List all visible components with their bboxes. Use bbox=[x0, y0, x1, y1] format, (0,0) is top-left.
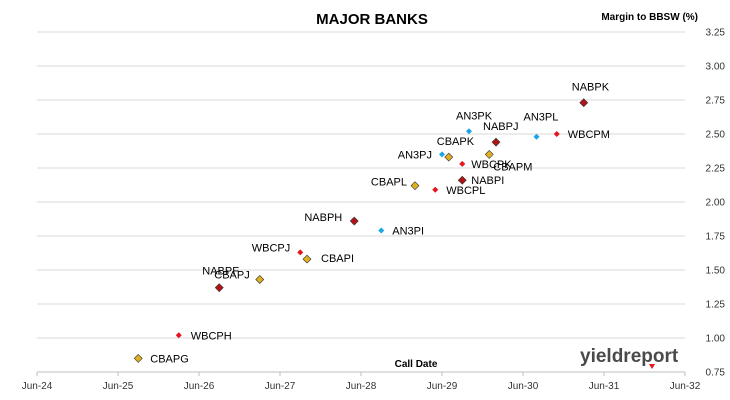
data-point-label: NABPF bbox=[202, 266, 239, 278]
data-point bbox=[410, 181, 420, 191]
data-point-label: NABPK bbox=[572, 82, 610, 94]
data-point-label: NABPI bbox=[471, 175, 504, 187]
data-point bbox=[214, 283, 224, 293]
x-tick-label: Jun-28 bbox=[346, 381, 377, 392]
data-point-label: CBAPL bbox=[371, 177, 407, 189]
brand-name: yieldreport bbox=[580, 346, 679, 367]
data-point bbox=[444, 152, 454, 162]
brand-logo: yieldreport bbox=[580, 346, 679, 369]
x-tick-label: Jun-25 bbox=[103, 381, 134, 392]
chart-title: MAJOR BANKS bbox=[316, 11, 428, 28]
x-tick-label: Jun-29 bbox=[427, 381, 458, 392]
data-point bbox=[133, 353, 143, 363]
data-point bbox=[439, 151, 445, 158]
data-point bbox=[491, 137, 501, 147]
data-point bbox=[579, 98, 589, 108]
data-point bbox=[459, 160, 466, 167]
data-point-label: WBCPL bbox=[446, 185, 485, 197]
data-point-label: AN3PJ bbox=[398, 149, 432, 161]
data-point bbox=[378, 227, 385, 234]
data-point-label: AN3PI bbox=[392, 226, 424, 238]
y-tick-label: 0.75 bbox=[706, 368, 726, 379]
y-tick-label: 2.25 bbox=[706, 164, 726, 175]
data-points bbox=[133, 98, 589, 363]
data-point bbox=[349, 216, 359, 226]
data-point bbox=[553, 131, 560, 137]
x-tick-label: Jun-32 bbox=[670, 381, 701, 392]
data-point bbox=[302, 254, 312, 264]
data-point-label: WBCPK bbox=[471, 159, 512, 171]
y-tick-label: 1.25 bbox=[706, 300, 726, 311]
data-point-label: CBAPI bbox=[321, 253, 354, 265]
data-point bbox=[533, 133, 540, 140]
data-point bbox=[432, 186, 439, 193]
data-point bbox=[466, 128, 472, 135]
y-tick-label: 2.00 bbox=[706, 198, 726, 209]
y-axis-label: Margin to BBSW (%) bbox=[601, 12, 698, 23]
data-point bbox=[484, 149, 494, 159]
data-point-label: CBAPG bbox=[150, 353, 189, 365]
x-axis-label: Call Date bbox=[395, 359, 438, 370]
data-point bbox=[297, 249, 304, 256]
data-point-label: CBAPM bbox=[493, 161, 532, 173]
x-tick-label: Jun-24 bbox=[22, 381, 53, 392]
x-tick-label: Jun-31 bbox=[589, 381, 620, 392]
data-point-label: NABPH bbox=[304, 212, 342, 224]
y-axis-ticks: 0.75 1.00 1.25 1.50 1.75 2.00 2.25 2.50 2.75 3.00… bbox=[706, 28, 726, 379]
data-point-label: WBCPH bbox=[191, 330, 232, 342]
data-point-label: AN3PL bbox=[524, 112, 559, 124]
data-point-label: WBCPJ bbox=[252, 242, 291, 254]
x-tick-label: Jun-30 bbox=[508, 381, 539, 392]
y-tick-label: 1.50 bbox=[706, 266, 726, 277]
y-tick-label: 3.25 bbox=[706, 28, 726, 39]
x-axis-ticks: Jun-24 Jun-25 Jun-26 Jun-27 Jun-28 Jun-29 Jun-… bbox=[22, 372, 701, 392]
y-tick-label: 2.50 bbox=[706, 130, 726, 141]
x-tick-label: Jun-27 bbox=[265, 381, 296, 392]
data-point-label: AN3PK bbox=[456, 110, 493, 122]
data-point-label: CBAPJ bbox=[214, 270, 249, 282]
data-point-label: CBAPK bbox=[437, 136, 475, 148]
y-tick-label: 3.00 bbox=[706, 62, 726, 73]
grid bbox=[37, 31, 685, 339]
y-tick-label: 1.75 bbox=[706, 232, 726, 243]
y-tick-label: 2.75 bbox=[706, 96, 726, 107]
brand-arrow-icon bbox=[649, 364, 655, 369]
data-point-label: NABPJ bbox=[483, 121, 518, 133]
data-point bbox=[255, 275, 265, 284]
data-point-label: WBCPM bbox=[568, 129, 610, 141]
y-tick-label: 1.00 bbox=[706, 334, 726, 345]
x-tick-label: Jun-26 bbox=[184, 381, 215, 392]
data-point bbox=[457, 175, 467, 185]
data-point bbox=[175, 332, 182, 339]
